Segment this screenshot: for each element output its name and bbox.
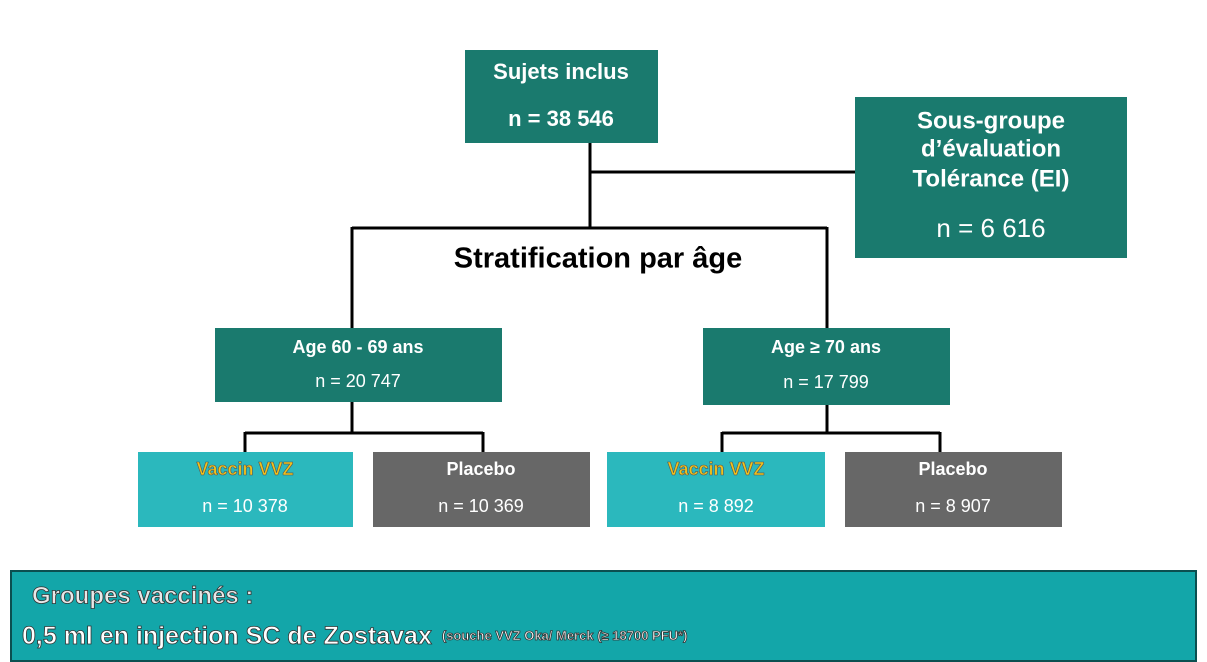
connectors: [243, 143, 942, 452]
node-box: [465, 50, 658, 143]
node-label: Placebo: [446, 459, 515, 479]
node-label: Sujets inclus: [493, 59, 629, 84]
node-label: Placebo: [918, 459, 987, 479]
node-box: [845, 452, 1062, 527]
node-label: Tolérance (EI): [913, 165, 1070, 192]
node-label: Vaccin VVZ: [667, 459, 764, 479]
node-label: Age ≥ 70 ans: [771, 337, 881, 357]
node-count: n = 8 907: [915, 496, 991, 516]
node-count: n = 8 892: [678, 496, 754, 516]
node-label: Sous-groupe: [917, 107, 1065, 134]
node-count: n = 20 747: [315, 371, 401, 391]
node-count: n = 38 546: [508, 106, 614, 131]
node-box: [855, 97, 1127, 258]
node-count: n = 10 369: [438, 496, 524, 516]
node-label: Vaccin VVZ: [196, 459, 293, 479]
node-count: n = 10 378: [202, 496, 288, 516]
node-box: [607, 452, 825, 527]
node-box: [373, 452, 590, 527]
node-box: [138, 452, 353, 527]
banner-title: Groupes vaccinés :: [32, 582, 253, 609]
node-box: [703, 328, 950, 405]
stratification-label: Stratification par âge: [454, 243, 742, 275]
banner: [10, 570, 1197, 662]
node-count: n = 6 616: [936, 213, 1045, 243]
node-box: [215, 328, 502, 402]
banner-text: 0,5 ml en injection SC de Zostavax (souch…: [22, 622, 687, 650]
banner-main: 0,5 ml en injection SC de Zostavax: [22, 622, 432, 650]
node-label: d’évaluation: [921, 135, 1061, 162]
node-count: n = 17 799: [783, 372, 869, 392]
node-label: Age 60 - 69 ans: [292, 337, 423, 357]
banner-note: (souche VVZ Oka/ Merck (≥ 18700 PFU*): [442, 628, 688, 643]
